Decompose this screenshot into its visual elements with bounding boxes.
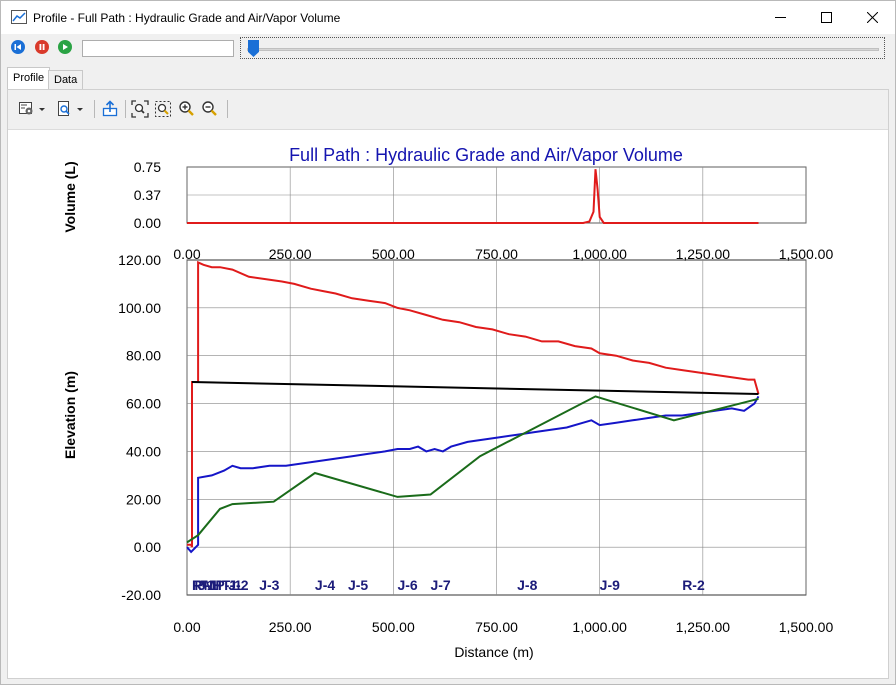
elevation-y-tick-label: 80.00 <box>126 348 161 364</box>
elevation-x-tick-label: 750.00 <box>475 619 518 635</box>
minimize-button[interactable] <box>757 1 803 34</box>
close-button[interactable] <box>849 1 895 34</box>
volume-x-tick-label: 500.00 <box>372 246 415 262</box>
elevation-x-tick-label: 1,000.00 <box>572 619 627 635</box>
node-label: J-4 <box>315 577 335 593</box>
chart-options-icon <box>19 102 45 115</box>
chart-options-button[interactable] <box>18 100 48 118</box>
volume-y-axis-label: Volume (L) <box>62 161 78 232</box>
play-button[interactable] <box>58 40 72 54</box>
volume-x-tick-label: 1,000.00 <box>572 246 627 262</box>
tab-profile[interactable]: Profile <box>7 67 51 89</box>
volume-x-tick-label: 1,250.00 <box>676 246 731 262</box>
node-label: R-2 <box>682 577 705 593</box>
elevation-y-tick-label: 60.00 <box>126 396 161 412</box>
node-label: PMP-1 <box>194 577 237 593</box>
volume-y-tick-label: 0.75 <box>134 159 161 175</box>
elevation-y-tick-label: 100.00 <box>118 300 161 316</box>
node-label: J-6 <box>397 577 417 593</box>
maximize-button[interactable] <box>803 1 849 34</box>
play-icon <box>63 44 68 50</box>
zoom-window-button[interactable] <box>154 100 172 118</box>
chart-toolbar <box>8 90 888 130</box>
node-label: J-3 <box>259 577 279 593</box>
toolbar-separator <box>227 100 228 118</box>
elevation-y-tick-label: 120.00 <box>118 252 161 268</box>
profile-panel <box>7 89 889 679</box>
node-label: R-1 <box>192 577 215 593</box>
slider-thumb[interactable] <box>248 40 259 57</box>
close-icon <box>866 12 878 23</box>
volume-x-tick-label: 750.00 <box>475 246 518 262</box>
title-bar[interactable]: Profile - Full Path : Hydraulic Grade an… <box>1 1 895 34</box>
pause-button[interactable] <box>35 40 49 54</box>
hydraulic-grade-line <box>187 260 760 548</box>
maximize-icon <box>820 12 832 23</box>
export-button[interactable] <box>101 100 119 118</box>
zoom-window-icon <box>155 101 171 117</box>
elevation-y-axis-label: Elevation (m) <box>62 371 78 459</box>
print-preview-icon <box>58 101 83 116</box>
zoom-in-icon <box>179 101 194 116</box>
time-slider[interactable] <box>240 37 885 59</box>
zoom-in-button[interactable] <box>178 100 196 118</box>
rewind-button[interactable] <box>11 40 25 54</box>
time-field[interactable] <box>82 40 234 57</box>
toolbar-separator <box>94 100 95 118</box>
node-label: J-7 <box>430 577 450 593</box>
slider-track <box>247 48 879 51</box>
elevation-x-axis-label: Distance (m) <box>454 644 533 660</box>
node-label: J-5 <box>348 577 368 593</box>
volume-x-tick-label: 1,500.00 <box>779 246 834 262</box>
elevation-y-tick-label: 20.00 <box>126 491 161 507</box>
volume-x-tick-label: 250.00 <box>269 246 312 262</box>
export-icon <box>102 100 118 117</box>
pause-icon <box>39 44 45 50</box>
profile-chart[interactable]: Full Path : Hydraulic Grade and Air/Vapo… <box>7 131 885 679</box>
toolbar-separator <box>125 100 126 118</box>
elevation-x-tick-label: 1,500.00 <box>779 619 834 635</box>
window-title: Profile - Full Path : Hydraulic Grade an… <box>33 11 341 25</box>
chart-title: Full Path : Hydraulic Grade and Air/Vapo… <box>289 145 683 165</box>
node-label: HT-1 <box>212 577 243 593</box>
elevation-y-tick-label: -20.00 <box>121 587 161 603</box>
volume-series-line <box>187 169 759 224</box>
node-label: J-8 <box>517 577 537 593</box>
volume-y-tick-label: 0.37 <box>134 187 161 203</box>
ground-line <box>186 395 759 544</box>
zoom-extents-button[interactable] <box>131 100 149 118</box>
volume-x-tick-label: 0.00 <box>173 246 200 262</box>
zoom-extents-icon <box>131 100 149 118</box>
elevation-x-tick-label: 250.00 <box>269 619 312 635</box>
tab-data[interactable]: Data <box>48 70 84 89</box>
profile-app-icon <box>11 10 27 24</box>
tab-strip: Profile Data <box>1 67 895 89</box>
reference-line <box>191 381 759 395</box>
node-label: J-2 <box>228 577 248 593</box>
zoom-out-icon <box>202 101 217 116</box>
elevation-y-tick-label: 0.00 <box>134 539 161 555</box>
elevation-x-tick-label: 1,250.00 <box>676 619 731 635</box>
playback-bar <box>1 34 895 61</box>
elevation-x-tick-label: 500.00 <box>372 619 415 635</box>
print-preview-button[interactable] <box>56 100 86 118</box>
elevation-y-tick-label: 40.00 <box>126 443 161 459</box>
node-label: J-9 <box>600 577 620 593</box>
rewind-icon <box>14 44 21 50</box>
elevation-x-tick-label: 0.00 <box>173 619 200 635</box>
volume-y-tick-label: 0.00 <box>134 215 161 231</box>
zoom-out-button[interactable] <box>201 100 219 118</box>
node-label: J-1 <box>198 577 218 593</box>
minimize-icon <box>774 17 786 18</box>
